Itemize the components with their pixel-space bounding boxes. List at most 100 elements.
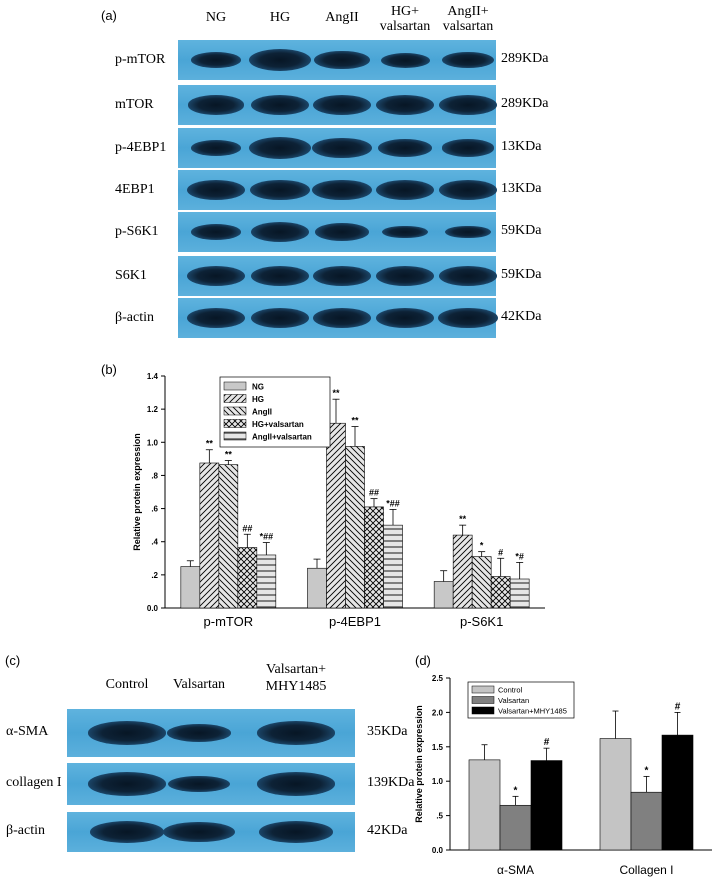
kda-label: 139KDa bbox=[367, 775, 415, 790]
significance-mark: ## bbox=[242, 523, 252, 533]
x-category-label: p-S6K1 bbox=[460, 614, 503, 629]
protein-band bbox=[314, 50, 370, 70]
blot-strip bbox=[178, 298, 498, 338]
y-tick-label: .5 bbox=[436, 812, 443, 821]
x-category-label: p-mTOR bbox=[204, 614, 254, 629]
blot-row-label: α-SMA bbox=[6, 724, 49, 739]
bar bbox=[471, 556, 492, 609]
kda-label: 59KDa bbox=[501, 223, 542, 238]
blot-strip bbox=[67, 709, 355, 757]
protein-band bbox=[375, 308, 435, 328]
lane-header: HG bbox=[269, 10, 291, 25]
blot-row-label: collagen I bbox=[6, 775, 62, 790]
kda-label: 13KDa bbox=[501, 181, 542, 196]
lane-header: Control bbox=[105, 677, 149, 692]
lane-header: Valsartan+ MHY1485 bbox=[265, 662, 327, 694]
legend-label: Valsartan bbox=[498, 696, 529, 705]
legend-label: HG+valsartan bbox=[252, 420, 304, 429]
legend-swatch bbox=[223, 419, 247, 428]
legend-swatch bbox=[471, 696, 495, 704]
significance-mark: # bbox=[498, 547, 503, 557]
blot-strip bbox=[67, 763, 355, 805]
chart-d: 0.0 .5 1.0 1.5 2.0 2.5 Relative protein expres… bbox=[414, 674, 712, 877]
bar bbox=[630, 791, 663, 851]
bar bbox=[452, 534, 473, 609]
protein-band bbox=[312, 137, 372, 159]
significance-mark: # bbox=[544, 737, 550, 748]
kda-label: 289KDa bbox=[501, 96, 549, 111]
bar bbox=[345, 446, 365, 609]
y-tick-label: .4 bbox=[151, 538, 158, 547]
y-axis-label: Relative protein expression bbox=[414, 705, 424, 823]
panel-b-label: (b) bbox=[101, 362, 117, 377]
kda-label: 35KDa bbox=[367, 724, 408, 739]
protein-band bbox=[249, 49, 311, 71]
kda-label: 42KDa bbox=[367, 823, 408, 838]
significance-mark: * bbox=[514, 785, 518, 796]
protein-band bbox=[441, 139, 495, 157]
protein-band bbox=[168, 775, 230, 793]
protein-band bbox=[438, 266, 498, 286]
bar bbox=[237, 547, 258, 609]
blot-row-label: β-actin bbox=[115, 310, 154, 325]
kda-label: 42KDa bbox=[501, 309, 542, 324]
significance-mark: * bbox=[480, 541, 484, 551]
protein-band bbox=[190, 52, 242, 68]
lane-header: AngII+ valsartan bbox=[442, 4, 494, 34]
significance-mark: ** bbox=[206, 439, 214, 449]
legend-label: AngII+valsartan bbox=[252, 433, 312, 442]
bar bbox=[599, 738, 632, 851]
y-axis-label: Relative protein expression bbox=[132, 433, 142, 551]
x-category-label: α-SMA bbox=[497, 863, 534, 877]
kda-label: 289KDa bbox=[501, 51, 549, 66]
lane-header: HG+ valsartan bbox=[379, 4, 431, 34]
significance-mark: ** bbox=[351, 416, 359, 426]
blot-strip bbox=[178, 170, 498, 210]
y-tick-label: 0.0 bbox=[432, 846, 444, 855]
y-tick-label: .2 bbox=[151, 571, 158, 580]
protein-band bbox=[187, 95, 245, 115]
bar bbox=[490, 576, 511, 609]
significance-mark: ** bbox=[225, 450, 233, 460]
protein-band bbox=[375, 95, 435, 115]
kda-label: 59KDa bbox=[501, 267, 542, 282]
kda-label: 13KDa bbox=[501, 139, 542, 154]
lane-header: Valsartan bbox=[172, 677, 226, 692]
bar bbox=[256, 554, 277, 609]
legend-swatch bbox=[471, 706, 495, 715]
legend-label: Valsartan+MHY1485 bbox=[498, 707, 567, 716]
protein-band bbox=[250, 222, 310, 242]
bar bbox=[499, 804, 532, 851]
y-tick-label: 1.0 bbox=[147, 438, 159, 447]
lane-header: AngII bbox=[325, 10, 359, 25]
y-tick-label: .6 bbox=[151, 505, 158, 514]
bar bbox=[530, 760, 563, 851]
y-tick-label: 1.5 bbox=[432, 743, 444, 752]
protein-band bbox=[167, 724, 231, 742]
significance-mark: *## bbox=[386, 498, 400, 508]
bar bbox=[383, 524, 403, 609]
legend-label: AngII bbox=[252, 408, 272, 417]
legend-swatch bbox=[223, 394, 247, 403]
protein-band bbox=[90, 821, 164, 843]
protein-band bbox=[375, 180, 435, 200]
legend-swatch bbox=[223, 406, 247, 416]
y-tick-label: 1.0 bbox=[432, 777, 444, 786]
protein-band bbox=[88, 772, 166, 796]
legend-swatch bbox=[471, 685, 495, 694]
protein-band bbox=[186, 180, 246, 200]
protein-band bbox=[190, 140, 242, 156]
protein-band bbox=[375, 266, 435, 286]
blot-strip bbox=[178, 128, 496, 168]
panel-c-label: (c) bbox=[5, 653, 21, 668]
protein-band bbox=[312, 95, 372, 115]
lane-header: NG bbox=[205, 10, 227, 25]
bar bbox=[468, 759, 501, 851]
protein-band bbox=[88, 721, 166, 745]
protein-band bbox=[250, 308, 310, 328]
blot-strip bbox=[178, 212, 496, 252]
legend-label: Control bbox=[498, 686, 523, 695]
legend-label: NG bbox=[252, 383, 264, 392]
protein-band bbox=[438, 180, 498, 200]
protein-band bbox=[250, 179, 310, 201]
